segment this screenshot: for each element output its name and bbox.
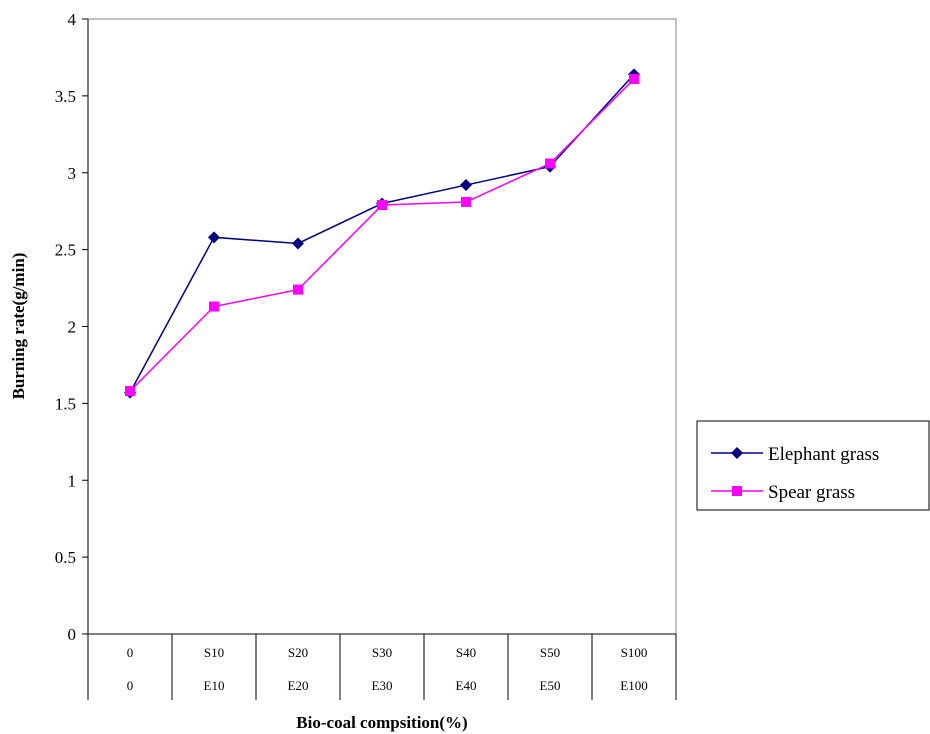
y-tick-label: 3.5 — [55, 87, 76, 106]
data-point-elephant-grass — [208, 231, 220, 244]
y-axis-ticks: 0 0.5 1 1.5 2 2.5 3 3.5 4 — [55, 10, 88, 644]
x-tick-label-row2: E30 — [372, 678, 393, 693]
data-point-elephant-grass — [292, 237, 304, 250]
y-tick-label: 3 — [68, 164, 77, 183]
data-point-spear-grass — [377, 200, 387, 211]
data-point-elephant-grass — [460, 179, 472, 192]
x-tick-label-row2: E50 — [540, 678, 561, 693]
legend-label-spear-grass: Spear grass — [768, 482, 855, 503]
x-tick-label-row2: E10 — [204, 678, 225, 693]
legend-label-elephant-grass: Elephant grass — [768, 444, 879, 465]
x-tick-label-row1: S20 — [288, 645, 308, 660]
y-tick-label: 4 — [68, 10, 77, 29]
x-tick-label-row1: S100 — [621, 645, 648, 660]
x-tick-label-row1: S10 — [204, 645, 224, 660]
y-tick-label: 2.5 — [55, 241, 76, 260]
x-tick-label-row1: S40 — [456, 645, 476, 660]
x-tick-label-row2: E20 — [288, 678, 309, 693]
plot-area — [87, 18, 677, 635]
x-tick-label-row1: S30 — [372, 645, 392, 660]
x-axis-category-table: 0 0 S10 E10 S20 E20 S30 E30 S40 E40 S50 E50 S100 E100 — [87, 633, 677, 700]
y-tick-label: 1.5 — [55, 394, 76, 413]
x-tick-label-row2: 0 — [127, 678, 134, 693]
data-point-spear-grass — [209, 301, 219, 312]
legend-marker-elephant-grass — [731, 447, 743, 459]
legend: Elephant grass Spear grass — [696, 420, 930, 511]
x-tick-label-row2: E100 — [620, 678, 647, 693]
y-tick-label: 1 — [68, 471, 77, 490]
series-markers — [124, 68, 640, 399]
y-axis-title: Burning rate(g/min) — [9, 253, 28, 400]
y-tick-label: 0.5 — [55, 548, 76, 567]
data-point-spear-grass — [629, 73, 639, 84]
x-tick-label-row2: E40 — [456, 678, 477, 693]
x-tick-label-row1: 0 — [127, 645, 134, 660]
data-point-spear-grass — [545, 158, 555, 169]
y-tick-label: 2 — [68, 318, 77, 337]
x-axis-title: Bio-coal compsition(%) — [296, 713, 467, 732]
y-tick-label: 0 — [68, 625, 77, 644]
data-point-spear-grass — [125, 386, 135, 397]
data-point-spear-grass — [293, 284, 303, 295]
data-point-spear-grass — [461, 196, 471, 207]
x-tick-label-row1: S50 — [540, 645, 560, 660]
legend-marker-spear-grass — [732, 486, 742, 496]
